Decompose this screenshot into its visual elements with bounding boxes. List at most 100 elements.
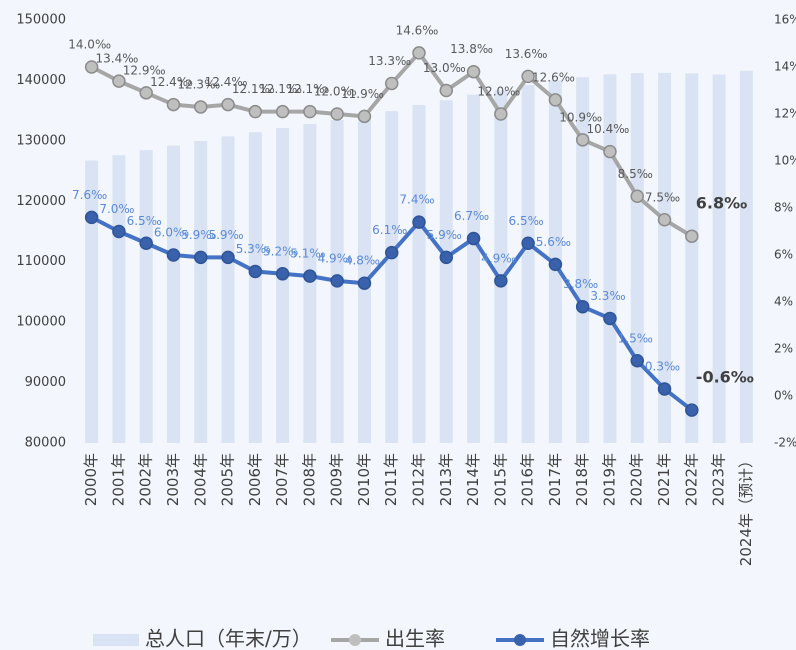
data-label: 12.1‰ <box>232 82 275 96</box>
bar <box>576 77 590 443</box>
marker <box>548 257 563 272</box>
x-tick-label: 2009年 <box>328 453 346 506</box>
marker <box>657 382 672 396</box>
data-label: 5.1‰ <box>290 247 325 261</box>
data-label: 13.0‰ <box>423 61 466 75</box>
data-label: 6.5‰ <box>509 214 544 228</box>
marker <box>221 250 235 265</box>
marker <box>275 267 290 281</box>
x-tick-label: 2018年 <box>573 453 591 506</box>
x-tick-label: 2003年 <box>164 453 182 506</box>
marker <box>521 69 535 84</box>
marker <box>548 93 563 107</box>
x-tick-label: 2011年 <box>382 453 400 506</box>
data-label: 12.6‰ <box>532 70 575 84</box>
data-label: 12.9‰ <box>123 63 166 77</box>
y2-tick-label: 16% <box>774 13 796 27</box>
marker <box>630 354 644 368</box>
y-tick-label: 140000 <box>16 73 66 88</box>
marker <box>357 276 372 290</box>
data-label: 14.0‰ <box>68 38 111 52</box>
y2-tick-label: 12% <box>774 107 796 121</box>
data-label: 6.5‰ <box>127 214 162 228</box>
x-tick-label: 2019年 <box>600 453 618 506</box>
bar <box>603 74 617 443</box>
marker <box>384 76 399 91</box>
data-label: 12.1‰ <box>286 82 329 96</box>
data-label: 7.5‰ <box>645 190 680 204</box>
marker <box>466 231 481 246</box>
data-label: 13.3‰ <box>368 54 411 68</box>
data-label: 13.8‰ <box>450 42 493 56</box>
x-tick-label: 2004年 <box>191 453 209 506</box>
data-label: 13.6‰ <box>505 47 548 61</box>
bar <box>739 70 753 443</box>
y2-tick-label: 10% <box>774 154 796 168</box>
bar <box>194 140 208 443</box>
x-tick-label: 2023年 <box>710 453 728 506</box>
data-label: 13.4‰ <box>96 52 139 66</box>
bar <box>494 90 508 443</box>
data-label: 1.5‰ <box>618 331 653 345</box>
y-tick-label: 150000 <box>16 13 66 28</box>
data-label: 12.3‰ <box>177 77 220 91</box>
x-tick-label: 2015年 <box>491 453 509 506</box>
data-label: 5.3‰ <box>236 242 271 256</box>
bar <box>712 74 726 443</box>
bar <box>166 145 180 444</box>
marker <box>657 213 672 227</box>
marker <box>685 403 699 417</box>
data-label: 7.4‰ <box>399 193 434 207</box>
x-tick-label: 2010年 <box>355 453 373 506</box>
data-label: 0.3‰ <box>645 359 680 373</box>
x-tick-label: 2020年 <box>628 453 646 506</box>
y-tick-label: 120000 <box>16 194 66 209</box>
marker <box>166 248 181 262</box>
x-tick-label: 2008年 <box>300 453 318 506</box>
data-label: 7.0‰ <box>99 202 134 216</box>
data-label: 5.2‰ <box>263 244 298 258</box>
data-label: 10.4‰ <box>587 122 630 136</box>
x-tick-label: 2021年 <box>655 453 673 506</box>
bar <box>412 105 426 443</box>
x-tick-label: 2016年 <box>519 453 537 506</box>
x-tick-label: 2022年 <box>682 453 700 506</box>
marker <box>248 104 263 119</box>
marker <box>84 60 99 74</box>
x-tick-label: 2014年 <box>464 453 482 506</box>
data-label: 3.3‰ <box>590 289 625 303</box>
data-label: 5.6‰ <box>536 235 571 249</box>
marker <box>194 250 208 265</box>
marker <box>112 74 126 88</box>
x-tick-label: 2000年 <box>82 453 100 506</box>
data-label: 7.6‰ <box>72 188 107 202</box>
marker <box>221 97 235 112</box>
marker <box>439 250 454 265</box>
bar <box>685 73 699 443</box>
marker <box>248 264 263 279</box>
marker <box>439 83 454 98</box>
bar <box>139 150 153 443</box>
y-tick-label: 130000 <box>16 133 66 148</box>
x-tick-label: 2017年 <box>546 453 564 506</box>
marker <box>84 210 99 225</box>
marker <box>194 100 208 114</box>
marker <box>384 245 399 260</box>
marker <box>630 189 644 203</box>
data-label: 4.9‰ <box>481 251 516 265</box>
marker <box>303 104 317 119</box>
bar <box>221 136 235 443</box>
marker <box>575 133 590 147</box>
marker <box>139 236 153 250</box>
y2-tick-label: 8% <box>774 201 793 215</box>
data-label: 5.9‰ <box>181 228 216 242</box>
data-label: 12.4‰ <box>205 75 248 89</box>
data-label: 10.9‰ <box>559 110 602 124</box>
legend-label: 出生率 <box>385 627 445 650</box>
x-tick-label: 2005年 <box>219 453 237 506</box>
y-tick-label: 100000 <box>16 315 66 330</box>
bar <box>85 160 99 443</box>
marker <box>275 104 290 119</box>
marker <box>521 236 535 250</box>
